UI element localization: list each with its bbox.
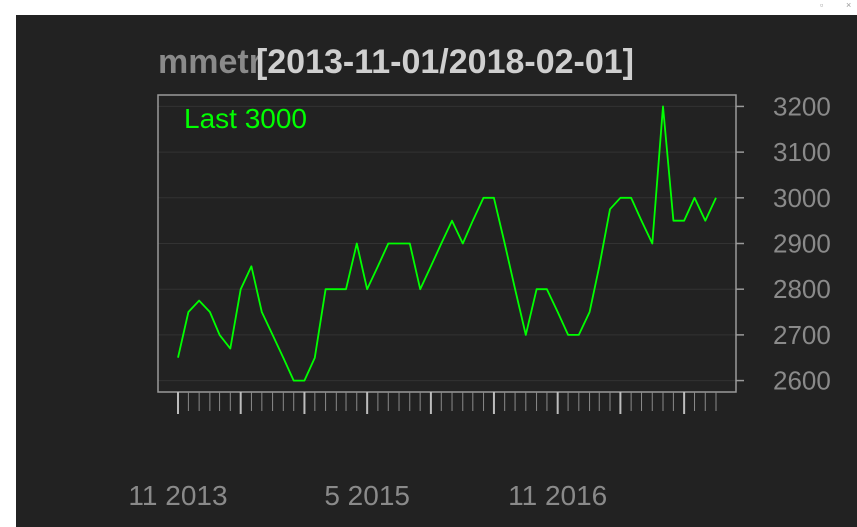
grid (158, 105, 736, 382)
y-tick-label: 2600 (773, 366, 831, 396)
chart-title: mmetr[2013-11-01/2018-02-01] (158, 43, 634, 81)
x-tick-label: 11 2016 (508, 480, 607, 511)
chart-title-range: [2013-11-01/2018-02-01] (256, 43, 634, 81)
window-close-icon[interactable]: × (846, 0, 852, 10)
chart: mmetr[2013-11-01/2018-02-01] 2600 2700 280… (128, 43, 831, 511)
y-tick-label: 3000 (773, 183, 831, 213)
series-line (177, 105, 717, 382)
y-tick-label: 2900 (773, 229, 831, 259)
y-tick-label: 3200 (773, 91, 831, 121)
x-axis: 11 2013 5 2015 11 2016 (128, 391, 717, 511)
y-tick-label: 2700 (773, 320, 831, 350)
y-tick-label: 3100 (773, 137, 831, 167)
x-tick-label: 5 2015 (324, 480, 410, 511)
series-layer (177, 105, 717, 382)
y-axis: 2600 2700 2800 2900 3000 3100 3200 (736, 91, 831, 396)
y-tick-label: 2800 (773, 274, 831, 304)
x-tick-label: 11 2013 (128, 480, 227, 511)
chart-title-prefix: mmetr (158, 43, 262, 81)
legend-label: Last 3000 (184, 103, 307, 134)
chart-frame: mmetr[2013-11-01/2018-02-01] 2600 2700 280… (16, 15, 857, 527)
window-control-icon[interactable]: ▫ (820, 0, 824, 10)
